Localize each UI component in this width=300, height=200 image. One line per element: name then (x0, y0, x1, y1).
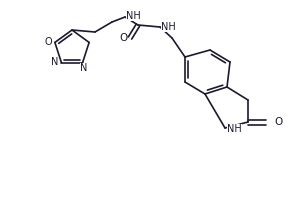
Text: NH: NH (227, 124, 242, 134)
Text: O: O (119, 33, 127, 43)
Text: NH: NH (160, 22, 175, 32)
Text: O: O (274, 117, 282, 127)
Text: NH: NH (126, 11, 140, 21)
Text: O: O (44, 37, 52, 47)
Text: N: N (80, 63, 87, 73)
Text: N: N (51, 57, 58, 67)
